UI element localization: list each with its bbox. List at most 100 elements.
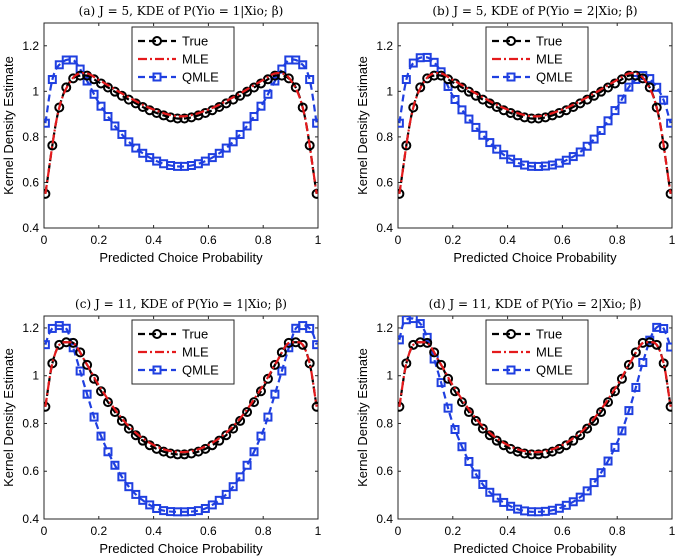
data-point (401, 75, 411, 85)
data-point (526, 113, 537, 124)
data-point (568, 497, 578, 507)
data-point (491, 435, 502, 446)
data-point (443, 373, 454, 384)
data-point (582, 486, 592, 496)
legend-marker (152, 365, 162, 375)
data-point (82, 359, 93, 370)
data-point (242, 407, 253, 418)
legend: True MLE QMLE (131, 319, 235, 385)
series-line (44, 72, 318, 194)
data-point (582, 141, 592, 151)
x-tick-label: 0.2 (444, 524, 461, 538)
data-point (471, 469, 481, 479)
data-point (623, 359, 634, 370)
data-point (485, 138, 495, 148)
legend-label: MLE (536, 52, 563, 67)
legend-marker (506, 365, 516, 375)
data-point (131, 143, 141, 153)
data-layer (398, 52, 672, 199)
data-point (596, 125, 606, 135)
data-point (624, 406, 634, 416)
data-point (249, 397, 260, 408)
x-axis-label: Predicted Choice Probability (99, 250, 263, 265)
data-point (457, 442, 467, 452)
y-tick-label: 1.2 (376, 321, 393, 335)
data-point (623, 70, 634, 81)
series-line (44, 341, 318, 454)
data-point (478, 479, 488, 489)
data-point (262, 373, 273, 384)
data-point (492, 144, 502, 154)
data-point (249, 82, 260, 93)
data-point (68, 55, 78, 65)
data-point (651, 339, 662, 350)
data-point (478, 130, 488, 140)
data-point (110, 460, 120, 470)
data-point (666, 118, 672, 128)
series-mle (398, 72, 672, 194)
legend-label: QMLE (182, 70, 219, 85)
data-point (269, 70, 280, 81)
data-point (665, 401, 672, 412)
data-point (89, 89, 99, 99)
data-point (228, 482, 238, 492)
data-point (54, 102, 65, 113)
x-tick-label: 1 (315, 524, 322, 538)
data-point (443, 403, 453, 413)
data-point (305, 75, 315, 85)
series-mle (44, 341, 318, 454)
data-point (172, 113, 183, 124)
data-point (398, 118, 404, 128)
y-tick-label: 0.6 (22, 464, 39, 478)
x-tick-label: 1 (315, 233, 322, 247)
x-tick-label: 0.8 (609, 524, 626, 538)
data-point (596, 407, 607, 418)
data-point (408, 316, 418, 324)
series-qmle (44, 321, 318, 517)
data-point (456, 82, 467, 93)
data-point (575, 147, 585, 157)
data-point (312, 340, 318, 350)
data-point (659, 95, 669, 105)
y-tick-label: 0.6 (376, 175, 393, 189)
chart-panel-4: (d) J = 11, KDE of P(Yio = 2|Xio; β) 0 0.2… (355, 297, 676, 556)
data-point (102, 82, 113, 93)
data-point (54, 60, 64, 70)
legend-label: QMLE (536, 363, 573, 378)
data-point (249, 112, 259, 122)
data-point (415, 82, 426, 93)
chart-panel-2: (b) J = 5, KDE of P(Yio = 2|Xio; β) 0 0.2 0… (355, 4, 676, 265)
data-point (242, 121, 252, 131)
data-point (270, 389, 280, 399)
legend-label: True (182, 327, 208, 342)
data-layer (44, 321, 318, 517)
data-point (138, 495, 148, 505)
data-point (436, 378, 446, 388)
y-tick-label: 0.6 (376, 464, 393, 478)
series-mle (44, 72, 318, 194)
y-axis-label: Kernel Density Estimate (1, 348, 16, 487)
data-point (221, 143, 231, 153)
data-point (477, 423, 488, 434)
data-point (277, 366, 287, 376)
data-point (408, 102, 419, 113)
legend-marker (152, 36, 162, 46)
y-tick-label: 0.8 (376, 130, 393, 144)
legend-label: QMLE (536, 70, 573, 85)
data-point (103, 112, 113, 122)
x-tick-label: 1 (669, 233, 676, 247)
data-point (117, 129, 127, 139)
data-point (263, 89, 273, 99)
y-axis-label: Kernel Density Estimate (1, 56, 16, 195)
data-point (582, 423, 593, 434)
legend-box (485, 319, 589, 385)
x-tick-label: 0.4 (145, 233, 162, 247)
data-point (408, 58, 418, 68)
series-qmle (44, 55, 318, 171)
x-tick-label: 0.4 (499, 524, 516, 538)
x-tick-label: 0 (395, 233, 402, 247)
data-point (298, 60, 308, 70)
legend: True MLE QMLE (485, 26, 589, 92)
data-point (137, 435, 148, 446)
